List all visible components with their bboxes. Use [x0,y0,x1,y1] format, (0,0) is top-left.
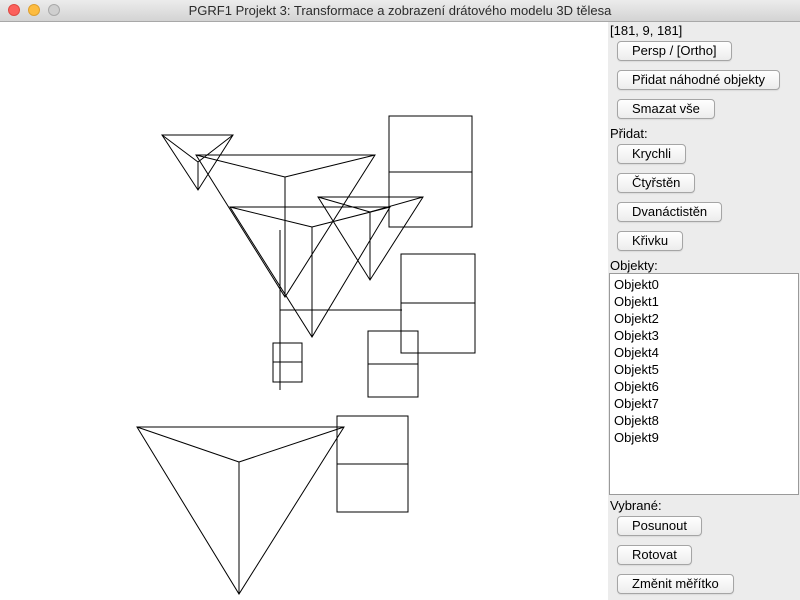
wireframe-tetrahedron [195,154,376,298]
wireframe-tetrahedron [317,196,424,281]
list-item[interactable]: Objekt5 [614,362,659,377]
close-window-button[interactable] [8,4,20,16]
projection-toggle-button[interactable]: Persp / [Ortho] [617,41,732,61]
scale-button[interactable]: Změnit měřítko [617,574,734,594]
list-item[interactable]: Objekt8 [614,413,659,428]
list-item[interactable]: Objekt7 [614,396,659,411]
add-section-label: Přidat: [610,126,648,141]
wireframe-tetrahedron [229,206,391,338]
add-tetrahedron-button[interactable]: Čtyřstěn [617,173,696,193]
add-random-objects-button[interactable]: Přidat náhodné objekty [617,70,780,90]
rotate-button[interactable]: Rotovat [617,545,692,565]
wireframe-cube [400,253,476,354]
add-dodecahedron-button[interactable]: Dvanáctistěn [617,202,723,222]
window-titlebar[interactable]: PGRF1 Projekt 3: Transformace a zobrazen… [0,0,800,22]
wireframe-cube [367,330,419,398]
list-item[interactable]: Objekt6 [614,379,659,394]
delete-all-button[interactable]: Smazat vše [617,99,715,119]
move-button[interactable]: Posunout [617,516,702,536]
wireframe-curve [279,230,402,390]
list-item[interactable]: Objekt1 [614,294,659,309]
wireframe-tetrahedron [161,134,234,191]
window-controls [8,4,60,16]
objects-section-label: Objekty: [610,258,658,273]
wireframe-scene [136,115,476,595]
list-item[interactable]: Objekt9 [614,430,659,445]
wireframe-canvas[interactable] [0,22,608,600]
wireframe-cube [272,342,303,383]
wireframe-tetrahedron [136,426,345,595]
objects-list[interactable]: Objekt0 Objekt1 Objekt2 Objekt3 Objekt4 … [609,273,799,495]
selected-section-label: Vybrané: [610,498,662,513]
control-panel: [181, 9, 181] Persp / [Ortho] Přidat náh… [608,22,800,600]
list-item[interactable]: Objekt4 [614,345,659,360]
list-item[interactable]: Objekt2 [614,311,659,326]
list-item[interactable]: Objekt3 [614,328,659,343]
add-cube-button[interactable]: Krychli [617,144,687,164]
wireframe-cube [388,115,473,228]
add-curve-button[interactable]: Křivku [617,231,684,251]
wireframe-cube [336,415,409,513]
maximize-window-button[interactable] [48,4,60,16]
list-item[interactable]: Objekt0 [614,277,659,292]
window-title: PGRF1 Projekt 3: Transformace a zobrazen… [188,3,612,18]
camera-coordinates: [181, 9, 181] [610,23,683,38]
minimize-window-button[interactable] [28,4,40,16]
